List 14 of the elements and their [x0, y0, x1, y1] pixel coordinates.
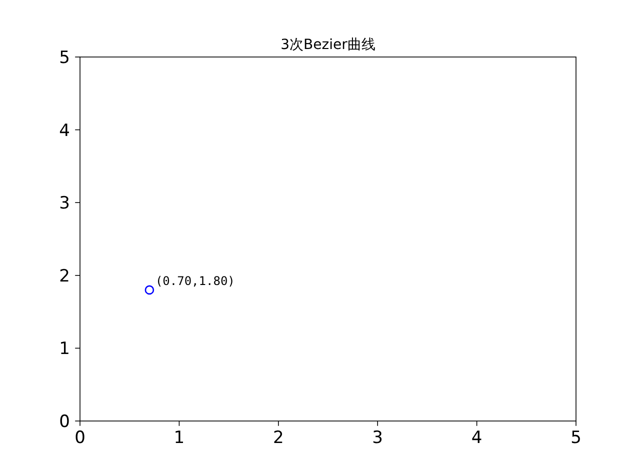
y-tick-label: 2	[59, 266, 70, 286]
y-tick-label: 0	[59, 412, 70, 432]
x-tick-label: 1	[174, 428, 185, 448]
y-tick-label: 3	[59, 194, 70, 214]
x-tick-label: 3	[372, 428, 384, 448]
x-tick-label: 2	[272, 428, 284, 448]
x-tick-label: 0	[74, 428, 86, 448]
y-tick-label: 5	[59, 48, 70, 68]
annotation: (0.70,1.80)	[155, 274, 235, 288]
x-tick-label: 4	[471, 428, 482, 448]
y-tick-label: 1	[59, 339, 70, 360]
chart-title: 3次Bezier曲线	[280, 37, 376, 53]
y-tick-label: 4	[59, 120, 70, 141]
x-tick-label: 5	[570, 428, 582, 448]
